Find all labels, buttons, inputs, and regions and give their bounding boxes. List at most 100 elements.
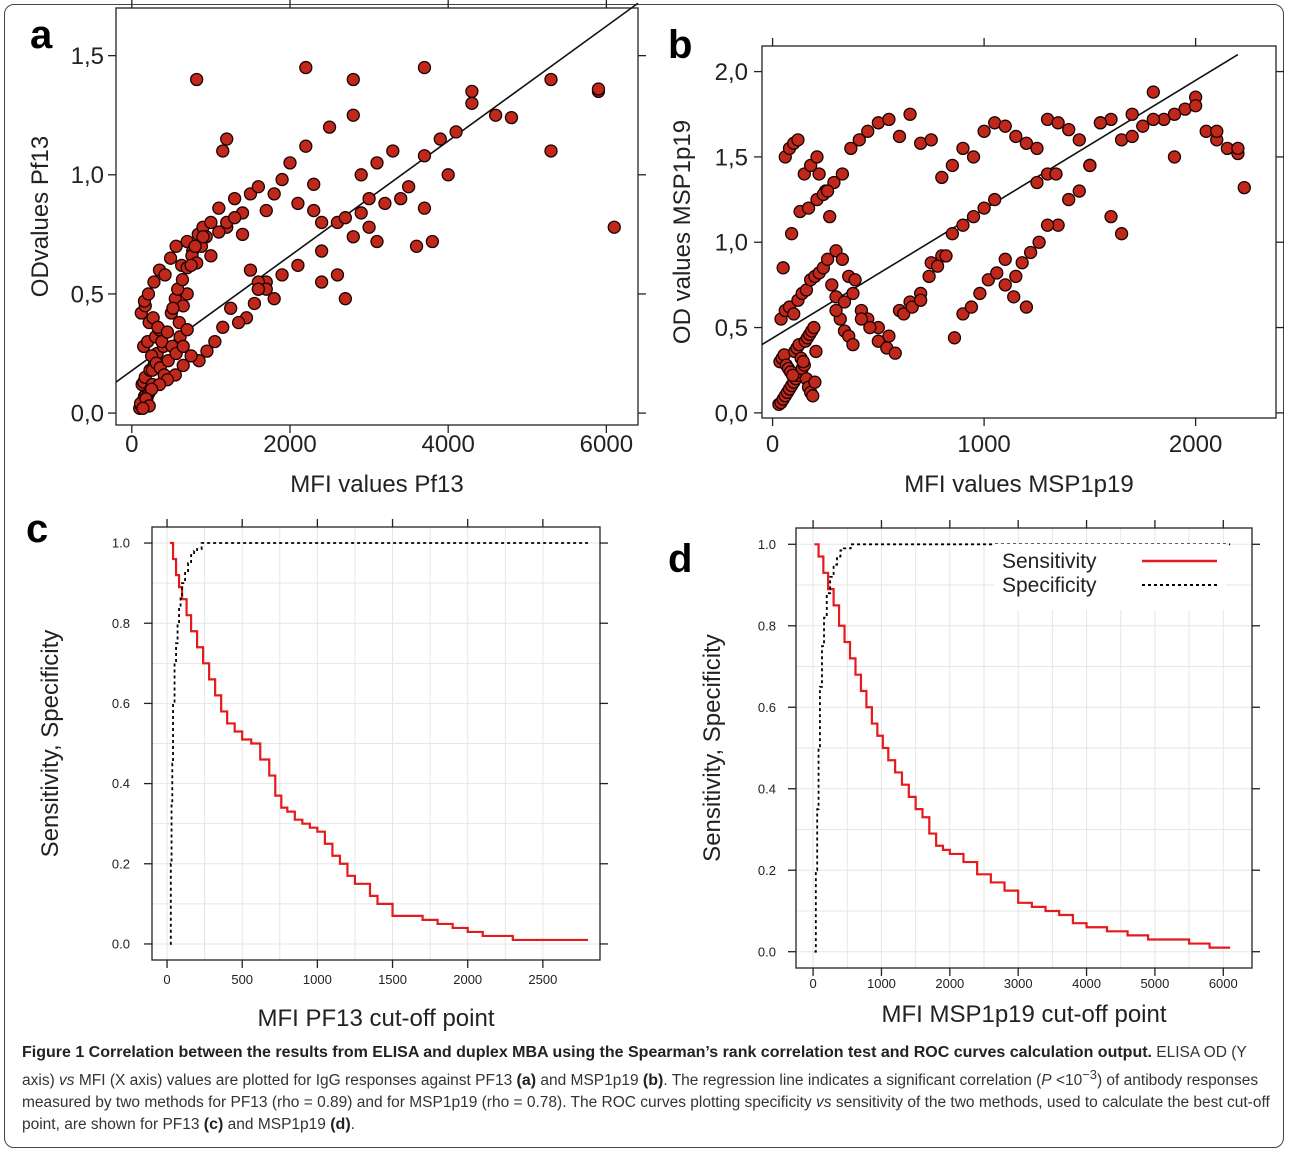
- x-tick-label: 1000: [957, 431, 1010, 458]
- data-point: [939, 249, 953, 263]
- data-point: [935, 170, 949, 185]
- data-point: [1146, 112, 1160, 127]
- data-point: [504, 110, 519, 125]
- y-tick-label: 1.0: [758, 537, 776, 552]
- x-tick-label: 1000: [867, 976, 896, 991]
- data-point: [1083, 158, 1097, 173]
- data-point: [227, 191, 242, 206]
- data-point: [346, 230, 360, 244]
- data-point: [141, 287, 156, 301]
- data-point: [990, 266, 1004, 280]
- y-tick-label: 0,5: [71, 281, 104, 308]
- panel-c-roc: 0 500 1000 1500 2000 2500 0.0 0.2 0.4 0.6 0.8 1.0 MF…: [37, 519, 608, 1032]
- sensitivity-curve: [814, 543, 1231, 949]
- data-point: [465, 84, 479, 99]
- y-tick-label: 0.0: [758, 944, 776, 959]
- plot-frame: [761, 45, 1277, 419]
- data-point: [897, 307, 911, 321]
- data-point: [820, 252, 835, 266]
- y-tick-label: 1,5: [715, 144, 748, 171]
- data-point: [956, 307, 970, 321]
- data-point: [786, 368, 800, 382]
- x-tick-label: 3000: [1004, 976, 1033, 991]
- data-point: [966, 150, 981, 164]
- data-point: [835, 252, 850, 266]
- y-tick-label: 0,0: [715, 400, 748, 427]
- data-point: [1188, 99, 1203, 113]
- data-point: [784, 227, 799, 241]
- data-point: [863, 320, 877, 335]
- data-point: [905, 300, 919, 314]
- data-point: [147, 275, 161, 289]
- data-point: [166, 301, 180, 315]
- data-point: [216, 144, 230, 158]
- data-point: [977, 124, 991, 138]
- data-point: [314, 215, 329, 230]
- panel-a-scatter: 0 2000 4000 6000 0,0 0,5 1,0 1,5 MFI values Pf13…: [27, 0, 646, 498]
- plot-frame: [151, 526, 601, 961]
- data-point: [417, 60, 432, 75]
- data-point: [175, 272, 190, 287]
- data-point: [892, 129, 907, 144]
- x-tick-label: 6000: [580, 431, 633, 458]
- panel-d-roc: 0 1000 2000 3000 4000 5000 6000 0.0 0.2 0.4 0.6 0.8…: [699, 520, 1260, 1028]
- x-tick-label: 2000: [1169, 431, 1222, 458]
- data-point: [1023, 245, 1038, 260]
- data-point: [1015, 256, 1029, 270]
- data-point: [169, 239, 183, 253]
- data-point: [848, 273, 862, 287]
- data-point: [283, 156, 297, 170]
- data-point: [417, 149, 432, 163]
- data-point: [220, 132, 234, 146]
- data-point: [808, 375, 822, 389]
- data-point: [1114, 227, 1129, 241]
- data-point: [243, 263, 258, 277]
- data-point: [247, 296, 262, 311]
- data-point: [330, 268, 345, 282]
- data-point: [1032, 235, 1046, 249]
- data-point: [184, 258, 198, 272]
- y-tick-label: 2,0: [715, 59, 748, 86]
- data-point: [291, 196, 305, 211]
- legend-label: Specificity: [1002, 574, 1097, 597]
- data-point: [212, 225, 226, 239]
- data-point: [854, 312, 869, 326]
- data-point: [1030, 141, 1044, 156]
- data-point: [251, 180, 266, 194]
- data-point: [1030, 175, 1044, 190]
- data-point: [1062, 122, 1076, 137]
- data-point: [1040, 218, 1055, 232]
- x-tick-label: 0: [766, 431, 779, 458]
- data-point: [844, 141, 858, 156]
- data-point: [227, 211, 242, 225]
- data-point: [488, 108, 503, 122]
- x-tick-label: 2500: [528, 972, 557, 987]
- data-point: [947, 331, 962, 345]
- data-point: [1072, 133, 1086, 147]
- data-point: [544, 72, 558, 87]
- data-point: [251, 282, 266, 296]
- y-tick-label: 0.4: [112, 776, 130, 791]
- data-point: [465, 96, 479, 110]
- y-axis-label: OD values MSP1p19: [669, 120, 696, 344]
- data-point: [871, 334, 885, 348]
- data-point: [998, 252, 1012, 266]
- data-point: [544, 144, 558, 158]
- data-point: [322, 120, 337, 134]
- data-point: [787, 307, 801, 321]
- y-tick-label: 1,0: [715, 230, 748, 257]
- x-tick-label: 0: [809, 976, 816, 991]
- data-point: [449, 125, 463, 139]
- data-point: [441, 168, 455, 182]
- data-point: [267, 292, 281, 306]
- data-point: [846, 286, 860, 301]
- data-point: [807, 320, 821, 335]
- data-point: [231, 315, 246, 330]
- data-point: [945, 227, 960, 241]
- y-tick-label: 0,5: [715, 315, 748, 342]
- data-point: [846, 337, 860, 352]
- y-tick-label: 0.2: [758, 863, 776, 878]
- figure-canvas: a b c d 0 2000 4000 6000 0,0 0,5 1,0 1,5 MFI val…: [26, 0, 1284, 1032]
- data-point: [417, 201, 432, 215]
- x-tick-label: 500: [231, 972, 253, 987]
